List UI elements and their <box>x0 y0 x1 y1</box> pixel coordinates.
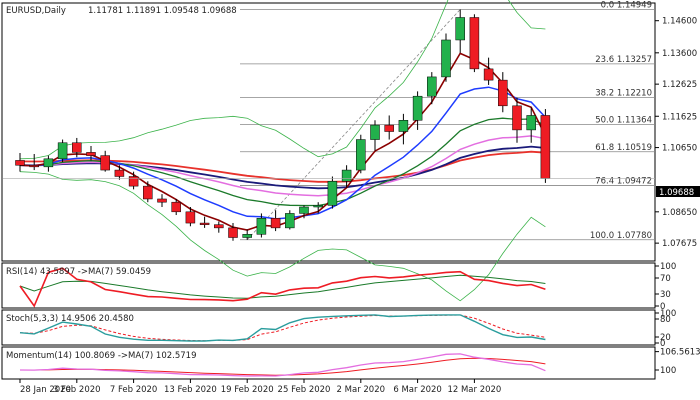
candle-bearish <box>214 224 224 229</box>
time-tick-label: 3 Feb 2020 <box>53 385 101 395</box>
time-tick-label: 28 Jan 2020 <box>20 385 71 395</box>
rsi-tick-label: 70 <box>660 274 671 284</box>
candle-bullish <box>398 120 409 132</box>
rsi-indicator <box>19 267 546 308</box>
candle-bearish <box>483 68 494 81</box>
candle-bearish <box>185 211 196 224</box>
candle-bullish <box>57 142 68 160</box>
candle-bullish <box>441 39 451 78</box>
candle-bearish <box>100 155 110 171</box>
candle-bullish <box>43 158 54 168</box>
price-tick-label: 1.07675 <box>662 239 697 249</box>
symbol-label: EURUSD,Daily <box>6 6 66 16</box>
candle-bearish <box>157 198 167 203</box>
fib-label: 23.6 1.13257 <box>595 55 652 65</box>
candle-bearish <box>540 115 551 179</box>
fib-label: 100.0 1.07780 <box>590 231 652 241</box>
rsi-tick-label: 0 <box>660 302 665 312</box>
candle-bullish <box>299 206 309 214</box>
candle-bearish <box>498 79 508 107</box>
time-tick-label: 19 Feb 2020 <box>221 385 274 395</box>
candle-bullish <box>327 181 338 206</box>
fib-label: 76.4 1.09472 <box>595 176 652 186</box>
rsi-label: RSI(14) 43.5897 ->MA(7) 59.0459 <box>6 267 151 277</box>
candle-bearish <box>384 124 394 132</box>
current-price-label: 1.09688 <box>659 188 694 198</box>
time-tick-label: 2 Mar 2020 <box>337 385 385 395</box>
price-tick-label: 1.14600 <box>662 17 697 27</box>
candle-bearish <box>270 217 281 229</box>
stochastic-indicator <box>19 314 546 342</box>
rsi-pane-frame <box>1 262 656 309</box>
candle-bearish <box>199 222 210 225</box>
candle-bullish <box>412 95 423 121</box>
fib-anchor-line <box>246 9 461 241</box>
candle-bearish <box>228 227 238 238</box>
momentum-tick-label: 106.5613 <box>660 348 700 358</box>
candle-bearish <box>29 164 39 168</box>
bollinger-lower <box>19 171 546 302</box>
fib-label: 38.2 1.12210 <box>595 88 652 98</box>
price-tick-label: 1.11625 <box>662 112 697 122</box>
time-tick-label: 13 Feb 2020 <box>164 385 217 395</box>
candle-bullish <box>341 169 352 182</box>
candle-bullish <box>370 124 380 140</box>
momentum-pane-frame <box>1 346 656 380</box>
candle-bullish <box>242 234 252 238</box>
candle-bearish <box>15 160 25 166</box>
time-tick-label: 25 Feb 2020 <box>278 385 331 395</box>
rsi-tick-label: 30 <box>660 290 671 300</box>
stoch-tick-label: 0 <box>660 339 665 349</box>
time-tick-label: 12 Mar 2020 <box>447 385 501 395</box>
candle-bullish <box>526 115 536 131</box>
main-pane-frame <box>1 2 656 262</box>
candle-bullish <box>313 205 323 208</box>
stoch-main-line <box>19 314 546 342</box>
price-axis: 1.14600 1.13600 1.12625 1.11625 1.10650 1.086… <box>655 17 697 249</box>
candle-bearish <box>143 185 153 200</box>
stoch-pane-frame <box>1 309 656 346</box>
candle-bearish <box>86 152 96 156</box>
fib-label: 0.0 1.14949 <box>601 0 652 10</box>
candles <box>3 9 655 241</box>
rsi-tick-label: 100 <box>660 262 676 272</box>
candle-bullish <box>455 17 465 41</box>
candle-bearish <box>512 105 522 131</box>
momentum-tick-label: 100 <box>660 366 676 376</box>
momentum-line <box>19 353 546 377</box>
bollinger-upper <box>19 0 546 160</box>
candle-bearish <box>128 176 139 187</box>
candle-bullish <box>256 217 267 235</box>
price-tick-label: 1.08650 <box>662 208 697 218</box>
stoch-tick-label: 100 <box>660 309 676 319</box>
price-tick-label: 1.12625 <box>662 80 697 90</box>
rsi-ma-line <box>19 274 546 299</box>
candle-bearish <box>72 142 82 153</box>
price-tick-label: 1.13600 <box>662 49 697 59</box>
candle-bearish <box>469 17 480 70</box>
candle-bullish <box>356 139 366 171</box>
current-price-tag <box>656 186 700 197</box>
price-tick-label: 1.10650 <box>662 144 697 154</box>
fib-label: 61.8 1.10519 <box>595 143 652 153</box>
stoch-tick-label: 20 <box>660 333 671 343</box>
rsi-line <box>19 267 546 308</box>
stoch-label: Stoch(5,3,3) 14.9506 20.4580 <box>6 314 134 324</box>
time-tick-label: 6 Mar 2020 <box>393 385 441 395</box>
stoch-signal-line <box>19 314 546 342</box>
stoch-tick-label: 80 <box>660 315 671 325</box>
time-tick-label: 7 Feb 2020 <box>110 385 158 395</box>
momentum-label: Momentum(14) 100.8069 ->MA(7) 102.5719 <box>6 351 196 361</box>
ohlc-label: 1.11781 1.11891 1.09548 1.09688 <box>88 6 237 16</box>
momentum-indicator <box>19 353 546 377</box>
candle-bullish <box>427 76 437 97</box>
candle-bearish <box>171 201 181 213</box>
fib-label: 50.0 1.11364 <box>595 116 652 126</box>
candle-bearish <box>114 169 125 177</box>
candle-bullish <box>285 213 295 229</box>
